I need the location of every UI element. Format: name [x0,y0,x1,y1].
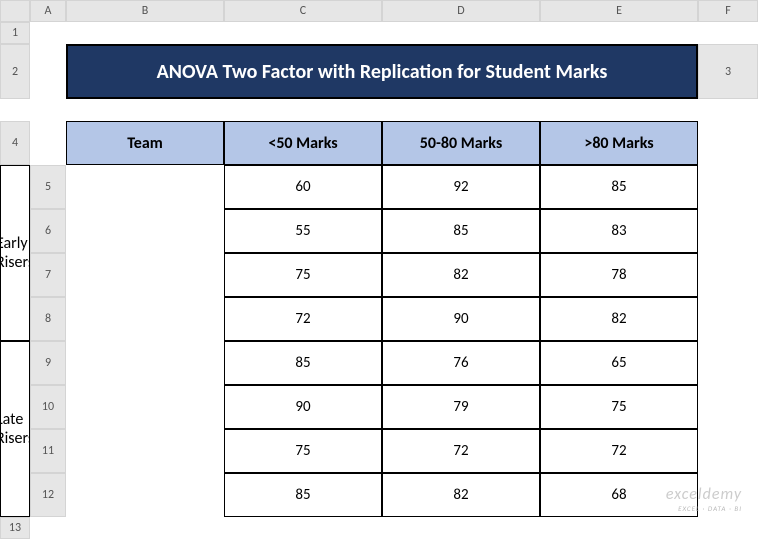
corner-cell [0,0,30,22]
header-col2: 50-80 Marks [382,121,540,165]
data-cell[interactable]: 72 [540,429,698,473]
data-cell[interactable]: 78 [540,253,698,297]
data-cell[interactable]: 82 [540,297,698,341]
col-header-f[interactable]: F [698,0,758,22]
data-cell[interactable]: 76 [382,341,540,385]
data-cell[interactable]: 90 [382,297,540,341]
data-cell[interactable]: 92 [382,165,540,209]
data-cell[interactable]: 75 [540,385,698,429]
row-header-3[interactable]: 3 [698,44,758,99]
team-early-risers: Early Risers [0,165,30,341]
row-header-8[interactable]: 8 [30,297,66,341]
empty-cell[interactable] [698,121,758,165]
empty-cell[interactable] [66,209,224,253]
empty-cell[interactable] [66,253,224,297]
data-cell[interactable]: 75 [224,253,382,297]
row-header-6[interactable]: 6 [30,209,66,253]
empty-cell[interactable] [66,341,224,385]
empty-cell[interactable] [698,385,758,429]
data-cell[interactable]: 60 [224,165,382,209]
empty-cell[interactable] [30,44,66,99]
data-cell[interactable]: 85 [224,473,382,517]
col-header-b[interactable]: B [66,0,224,22]
empty-cell[interactable] [66,385,224,429]
empty-cell[interactable] [30,99,758,121]
empty-cell[interactable] [66,473,224,517]
data-cell[interactable]: 65 [540,341,698,385]
row-header-12[interactable]: 12 [30,473,66,517]
data-cell[interactable]: 82 [382,253,540,297]
col-header-e[interactable]: E [540,0,698,22]
spreadsheet-grid: A B C D E F 1 2 ANOVA Two Factor with Re… [0,0,767,539]
col-header-a[interactable]: A [30,0,66,22]
data-cell[interactable]: 85 [382,209,540,253]
data-cell[interactable]: 79 [382,385,540,429]
data-cell[interactable]: 55 [224,209,382,253]
watermark-brand: exceldemy [666,485,742,504]
data-cell[interactable]: 85 [224,341,382,385]
row-header-2[interactable]: 2 [0,44,30,99]
row-header-5[interactable]: 5 [30,165,66,209]
row-header-9[interactable]: 9 [30,341,66,385]
empty-cell[interactable] [698,429,758,473]
page-title: ANOVA Two Factor with Replication for St… [66,44,698,99]
row-header-1[interactable]: 1 [0,22,30,44]
data-cell[interactable]: 82 [382,473,540,517]
header-team: Team [66,121,224,165]
data-cell[interactable]: 85 [540,165,698,209]
empty-cell[interactable] [66,297,224,341]
empty-cell[interactable] [698,253,758,297]
empty-cell[interactable] [698,165,758,209]
data-cell[interactable]: 72 [382,429,540,473]
data-cell[interactable]: 75 [224,429,382,473]
row-header-10[interactable]: 10 [30,385,66,429]
empty-cell[interactable] [698,341,758,385]
row-header-11[interactable]: 11 [30,429,66,473]
empty-cell[interactable] [30,22,758,44]
empty-cell[interactable] [30,517,758,539]
team-late-risers: Late Risers [0,341,30,517]
empty-cell[interactable] [66,429,224,473]
empty-cell[interactable] [698,297,758,341]
row-header-4[interactable]: 4 [0,121,30,165]
header-col3: >80 Marks [540,121,698,165]
data-cell[interactable]: 83 [540,209,698,253]
empty-cell[interactable] [30,121,66,165]
col-header-d[interactable]: D [382,0,540,22]
empty-cell[interactable] [698,209,758,253]
watermark-tag: EXCEL · DATA · BI [666,504,742,513]
row-header-13[interactable]: 13 [0,517,30,539]
header-col1: <50 Marks [224,121,382,165]
row-header-7[interactable]: 7 [30,253,66,297]
data-cell[interactable]: 90 [224,385,382,429]
data-cell[interactable]: 72 [224,297,382,341]
watermark: exceldemy EXCEL · DATA · BI [666,485,742,513]
col-header-c[interactable]: C [224,0,382,22]
empty-cell[interactable] [66,165,224,209]
